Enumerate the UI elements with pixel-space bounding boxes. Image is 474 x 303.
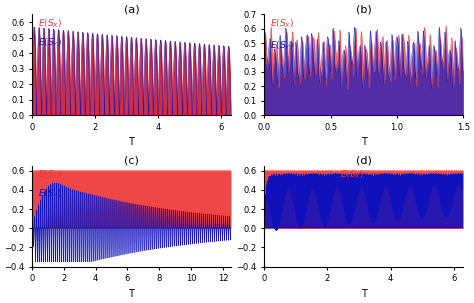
Text: (c): (c) (124, 156, 139, 166)
Text: $E(S_Y)$: $E(S_Y)$ (38, 36, 62, 49)
Text: (b): (b) (356, 4, 372, 14)
X-axis label: T: T (361, 137, 367, 147)
Text: $E(S_X)$: $E(S_X)$ (38, 17, 62, 30)
Text: $E(S_Y)$: $E(S_Y)$ (270, 39, 294, 52)
X-axis label: T: T (128, 137, 134, 147)
Text: (a): (a) (124, 4, 139, 14)
Text: (d): (d) (356, 156, 372, 166)
X-axis label: T: T (361, 289, 367, 299)
Text: $E(S_X)$: $E(S_X)$ (340, 169, 364, 181)
Text: $E(S_X)$: $E(S_X)$ (270, 17, 294, 30)
X-axis label: T: T (128, 289, 134, 299)
Text: $E(S_Y)$: $E(S_Y)$ (340, 193, 364, 205)
Text: $E(S_Y)$: $E(S_Y)$ (38, 188, 62, 201)
Text: $E(S_X)$: $E(S_X)$ (38, 169, 62, 181)
